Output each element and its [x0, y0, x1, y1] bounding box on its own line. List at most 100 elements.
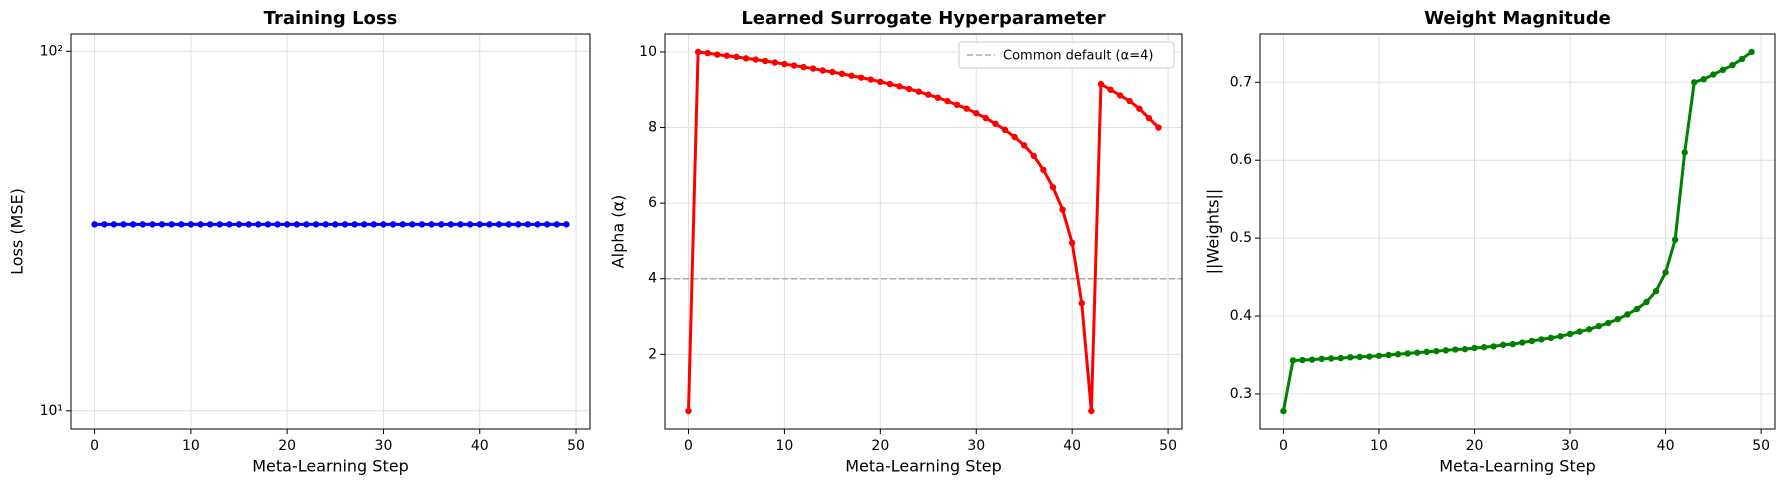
y-tick-label: 2 — [648, 346, 657, 362]
data-point — [1021, 142, 1028, 149]
axes-frame — [70, 33, 591, 430]
x-tick-label: 20 — [278, 438, 296, 454]
data-point — [158, 221, 166, 228]
data-point — [168, 221, 175, 228]
y-tick-label: 10¹ — [40, 403, 63, 419]
data-point — [1059, 206, 1066, 213]
data-point — [1366, 353, 1373, 360]
data-point — [1480, 343, 1488, 351]
data-point — [1356, 353, 1364, 361]
data-point — [447, 221, 455, 228]
data-point — [973, 109, 980, 117]
y-tick-label: 0.3 — [1230, 386, 1252, 402]
data-point — [245, 221, 252, 228]
data-point — [1394, 351, 1402, 358]
x-tick-label: 10 — [182, 438, 200, 454]
data-point — [1126, 97, 1133, 105]
data-point — [197, 221, 204, 228]
data-point — [1499, 341, 1507, 349]
data-point — [1652, 287, 1660, 295]
data-point — [1681, 149, 1688, 156]
data-point — [1748, 48, 1755, 56]
data-point — [1595, 322, 1602, 330]
legend-box — [958, 41, 1175, 69]
data-point — [255, 221, 262, 228]
data-point — [1442, 347, 1450, 354]
data-point — [322, 221, 329, 228]
plot-area — [1260, 34, 1775, 429]
data-point — [1719, 66, 1727, 74]
data-point — [543, 221, 551, 228]
y-tick-label: 10² — [40, 43, 63, 59]
x-axis-label: Meta-Learning Step — [1439, 457, 1595, 476]
data-point — [1337, 354, 1344, 362]
x-tick-label: 40 — [1657, 438, 1675, 454]
x-tick-label: 30 — [1561, 438, 1579, 454]
data-point — [1308, 356, 1316, 363]
data-point — [752, 56, 759, 63]
data-point — [303, 221, 310, 228]
data-point — [934, 94, 942, 101]
data-point — [838, 70, 846, 78]
data-point — [495, 221, 503, 228]
data-point — [1566, 330, 1574, 338]
data-point — [457, 221, 464, 228]
data-point — [714, 51, 721, 58]
data-point — [1404, 350, 1411, 357]
data-point — [1049, 184, 1057, 191]
y-tick-label: 0.4 — [1230, 308, 1252, 324]
data-point — [1011, 133, 1018, 141]
data-point — [1528, 337, 1536, 345]
data-point — [896, 83, 903, 90]
data-point — [476, 221, 483, 228]
x-tick-label: 40 — [1063, 438, 1081, 454]
data-point — [809, 65, 817, 72]
data-point — [418, 221, 426, 228]
data-point — [110, 221, 118, 228]
data-point — [915, 88, 922, 95]
data-point — [781, 60, 788, 68]
data-point — [274, 221, 281, 228]
data-point — [438, 221, 445, 228]
x-axis-label: Meta-Learning Step — [252, 457, 408, 476]
data-point — [1509, 340, 1516, 348]
x-tick-label: 10 — [1370, 438, 1388, 454]
data-point — [953, 101, 961, 109]
data-point — [563, 221, 570, 228]
data-point — [886, 80, 894, 88]
data-point — [1643, 298, 1650, 306]
data-point — [685, 407, 692, 415]
data-point — [120, 221, 127, 228]
plot-area — [71, 34, 590, 429]
data-point — [704, 49, 711, 57]
data-point — [1097, 80, 1105, 88]
data-point — [857, 74, 865, 81]
data-point — [1375, 352, 1383, 359]
data-point — [1519, 339, 1526, 346]
data-point — [187, 221, 195, 228]
data-point — [1700, 75, 1708, 83]
y-axis-label: Alpha (α) — [609, 195, 628, 269]
data-point — [1729, 61, 1736, 69]
data-point — [1547, 334, 1555, 342]
data-point — [1299, 356, 1306, 364]
subplot: 0 10 20 30 40 50 10¹ 10² Training Loss Meta-Learn… — [8, 8, 591, 476]
data-point — [1030, 152, 1038, 160]
data-point — [992, 120, 999, 127]
data-point — [1280, 407, 1287, 415]
x-tick-label: 20 — [1466, 438, 1484, 454]
data-point — [982, 114, 990, 122]
data-point — [1068, 239, 1076, 247]
data-point — [1136, 105, 1143, 112]
y-axis-label: ||Weights|| — [1204, 189, 1223, 275]
data-point — [1671, 236, 1679, 243]
data-point — [178, 221, 185, 228]
x-tick-label: 0 — [90, 438, 99, 454]
data-point — [1557, 333, 1564, 340]
data-point — [216, 221, 223, 228]
data-point — [867, 76, 874, 83]
data-point — [1078, 300, 1085, 307]
data-point — [351, 221, 358, 228]
data-point — [226, 221, 233, 228]
data-point — [283, 221, 291, 228]
